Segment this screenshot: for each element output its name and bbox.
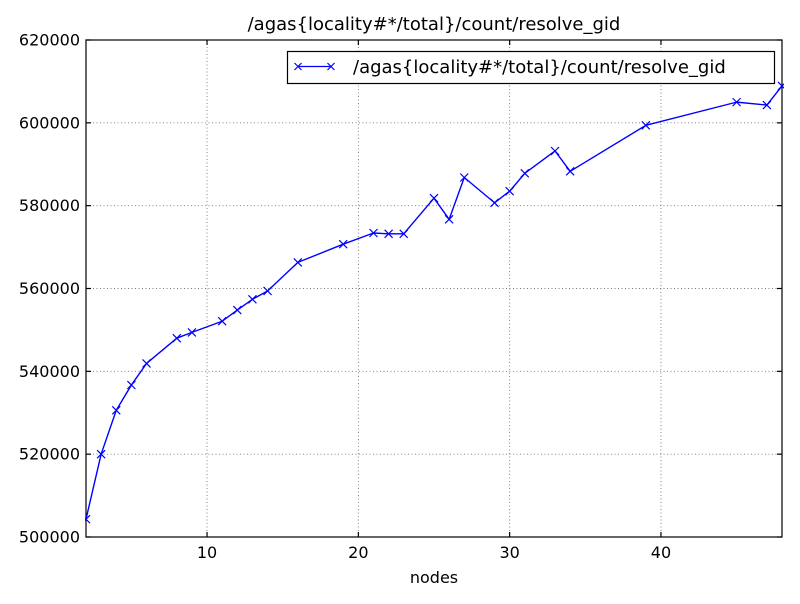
x-tick-label: 30 xyxy=(499,543,519,562)
chart-title: /agas{locality#*/total}/count/resolve_gi… xyxy=(248,14,621,35)
y-tick-label: 540000 xyxy=(19,362,80,381)
x-tick-label: 20 xyxy=(348,543,368,562)
data-point-x-marker xyxy=(520,168,530,178)
x-tick-label: 40 xyxy=(651,543,671,562)
data-point-x-marker xyxy=(96,449,106,459)
data-point-x-marker xyxy=(232,305,242,315)
data-point-x-marker xyxy=(142,359,151,368)
x-axis-label: nodes xyxy=(410,568,458,587)
data-point-x-marker xyxy=(338,239,348,249)
data-point-x-marker xyxy=(490,198,499,208)
legend-label: /agas{locality#*/total}/count/resolve_gi… xyxy=(353,57,726,78)
y-tick-label: 620000 xyxy=(19,31,80,50)
data-point-x-marker xyxy=(429,193,439,203)
data-point-x-marker xyxy=(399,229,409,239)
data-point-x-marker xyxy=(565,166,575,176)
data-point-x-marker xyxy=(85,514,91,524)
data-point-x-marker xyxy=(248,294,257,304)
data-point-x-marker xyxy=(217,316,227,326)
data-point-x-marker xyxy=(126,380,136,390)
x-tick-label: 10 xyxy=(197,543,217,562)
data-point-x-marker xyxy=(293,257,303,267)
data-series xyxy=(85,81,784,524)
legend-sample-x-marker-icon xyxy=(294,62,335,71)
data-point-x-marker xyxy=(732,97,742,107)
data-point-x-marker xyxy=(505,186,515,196)
data-point-x-marker xyxy=(111,405,121,415)
y-tick-label: 560000 xyxy=(19,279,80,298)
data-point-x-marker xyxy=(384,229,394,239)
data-point-x-marker xyxy=(444,214,454,224)
y-tick-label: 520000 xyxy=(19,445,80,464)
data-point-x-marker xyxy=(550,146,560,156)
data-point-x-marker xyxy=(187,327,197,337)
data-point-x-marker xyxy=(459,173,469,182)
y-tick-label: 580000 xyxy=(19,196,80,215)
y-tick-label: 600000 xyxy=(19,113,80,132)
legend: /agas{locality#*/total}/count/resolve_gi… xyxy=(286,50,776,85)
data-point-x-marker xyxy=(641,120,651,130)
data-point-x-marker xyxy=(777,81,784,91)
y-tick-label: 500000 xyxy=(19,528,80,547)
data-point-x-marker xyxy=(263,286,272,296)
data-point-x-marker xyxy=(369,228,378,238)
data-point-x-marker xyxy=(762,100,772,110)
data-point-x-marker xyxy=(172,333,182,343)
series-line xyxy=(85,85,783,520)
legend-box xyxy=(286,50,776,85)
